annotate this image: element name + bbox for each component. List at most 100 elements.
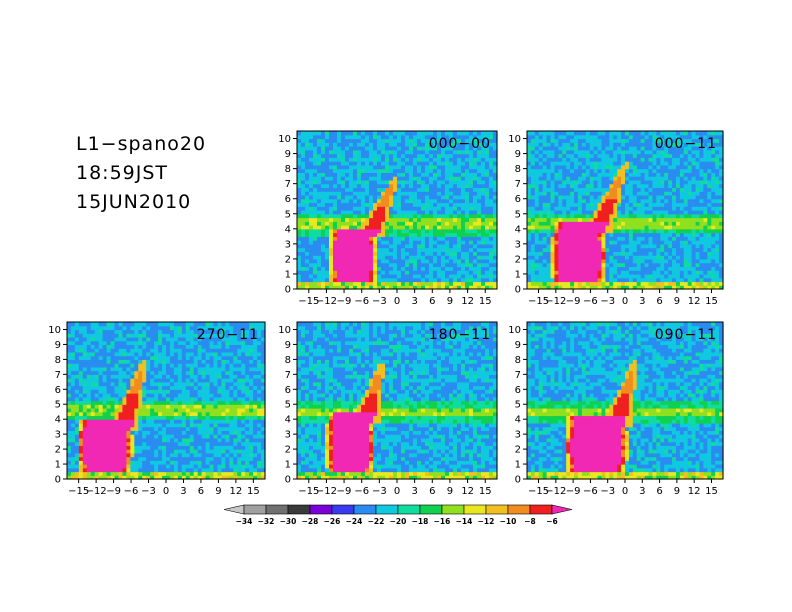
heatmap-cell bbox=[114, 351, 120, 357]
heatmap-cell bbox=[417, 138, 422, 143]
heatmap-cell bbox=[597, 225, 603, 230]
heatmap-cell bbox=[461, 172, 466, 177]
heatmap-cell bbox=[636, 255, 642, 260]
heatmap-cell bbox=[597, 213, 603, 219]
heatmap-cell bbox=[644, 225, 650, 230]
heatmap-cell bbox=[660, 191, 665, 196]
heatmap-cell bbox=[621, 153, 626, 158]
heatmap-cell bbox=[325, 168, 330, 173]
heatmap-cell bbox=[86, 452, 92, 458]
heatmap-cell bbox=[98, 374, 104, 379]
heatmap-cell bbox=[94, 437, 100, 443]
heatmap-cell bbox=[297, 179, 302, 185]
heatmap-cell bbox=[385, 176, 390, 181]
heatmap-cell bbox=[554, 210, 559, 215]
heatmap-cell bbox=[425, 217, 430, 222]
heatmap-cell bbox=[417, 236, 422, 241]
heatmap-cell bbox=[530, 221, 536, 226]
heatmap-cell bbox=[585, 236, 591, 241]
heatmap-cell bbox=[361, 213, 366, 219]
heatmap-cell bbox=[94, 370, 100, 375]
heatmap-cell bbox=[609, 251, 614, 256]
heatmap-cell bbox=[469, 198, 474, 204]
heatmap-cell bbox=[601, 161, 606, 166]
heatmap-cell bbox=[469, 164, 474, 170]
heatmap-cell bbox=[409, 228, 414, 234]
heatmap-cell bbox=[70, 426, 76, 432]
heatmap-cell bbox=[114, 355, 120, 360]
heatmap-cell bbox=[349, 217, 354, 222]
heatmap-cell bbox=[485, 210, 490, 215]
heatmap-cell bbox=[542, 153, 548, 158]
heatmap-cell bbox=[67, 363, 72, 368]
heatmap-cell bbox=[82, 393, 88, 398]
heatmap-cell bbox=[493, 164, 498, 170]
heatmap-cell bbox=[461, 134, 466, 140]
heatmap-cell bbox=[534, 179, 540, 185]
heatmap-cell bbox=[98, 475, 104, 480]
heatmap-cell bbox=[636, 217, 642, 222]
heatmap-cell bbox=[345, 168, 350, 173]
heatmap-cell bbox=[679, 273, 685, 279]
heatmap-cell bbox=[636, 164, 642, 170]
heatmap-cell bbox=[417, 179, 422, 185]
heatmap-cell bbox=[672, 198, 677, 204]
heatmap-cell bbox=[130, 404, 135, 409]
heatmap-cell bbox=[550, 262, 556, 268]
heatmap-cell bbox=[644, 243, 650, 249]
heatmap-cell bbox=[683, 255, 689, 260]
heatmap-cell bbox=[493, 221, 498, 226]
heatmap-cell bbox=[711, 168, 716, 173]
heatmap-cell bbox=[707, 228, 712, 234]
heatmap-cell bbox=[94, 336, 100, 342]
heatmap-cell bbox=[550, 281, 556, 286]
heatmap-cell bbox=[695, 183, 701, 189]
heatmap-cell bbox=[401, 232, 406, 237]
heatmap-cell bbox=[581, 277, 587, 283]
heatmap-cell bbox=[369, 179, 374, 185]
heatmap-cell bbox=[550, 221, 556, 226]
heatmap-cell bbox=[425, 210, 430, 215]
heatmap-cell bbox=[329, 176, 334, 181]
heatmap-cell bbox=[381, 247, 386, 252]
heatmap-cell bbox=[381, 210, 386, 215]
heatmap-cell bbox=[361, 258, 366, 264]
heatmap-cell bbox=[683, 210, 689, 215]
heatmap-cell bbox=[605, 228, 610, 234]
heatmap-cell bbox=[114, 404, 120, 409]
heatmap-cell bbox=[397, 281, 402, 286]
heatmap-cell bbox=[341, 202, 346, 207]
heatmap-cell bbox=[581, 176, 587, 181]
heatmap-cell bbox=[648, 281, 654, 286]
heatmap-cell bbox=[538, 270, 544, 275]
heatmap-cell bbox=[601, 270, 606, 275]
heatmap-cell bbox=[102, 378, 108, 383]
heatmap-cell bbox=[433, 164, 438, 170]
heatmap-cell bbox=[393, 202, 398, 207]
heatmap-cell bbox=[445, 225, 450, 230]
heatmap-cell bbox=[393, 187, 398, 192]
heatmap-cell bbox=[715, 273, 720, 279]
heatmap-cell bbox=[441, 134, 446, 140]
heatmap-cell bbox=[301, 262, 306, 268]
heatmap-cell bbox=[707, 213, 712, 219]
heatmap-cell bbox=[433, 277, 438, 283]
heatmap-cell bbox=[114, 464, 120, 469]
heatmap-cell bbox=[640, 266, 646, 271]
heatmap-cell bbox=[461, 232, 466, 237]
heatmap-cell bbox=[465, 191, 470, 196]
heatmap-cell bbox=[461, 228, 466, 234]
heatmap-cell bbox=[566, 277, 571, 283]
heatmap-cell bbox=[421, 134, 426, 140]
heatmap-cell bbox=[421, 198, 426, 204]
heatmap-cell bbox=[664, 161, 669, 166]
heatmap-cell bbox=[397, 285, 402, 290]
heatmap-cell bbox=[341, 198, 346, 204]
heatmap-cell bbox=[385, 228, 390, 234]
heatmap-cell bbox=[361, 255, 366, 260]
heatmap-cell bbox=[349, 172, 354, 177]
heatmap-cell bbox=[695, 198, 701, 204]
heatmap-cell bbox=[581, 273, 587, 279]
heatmap-cell bbox=[589, 179, 595, 185]
heatmap-cell bbox=[672, 247, 677, 252]
